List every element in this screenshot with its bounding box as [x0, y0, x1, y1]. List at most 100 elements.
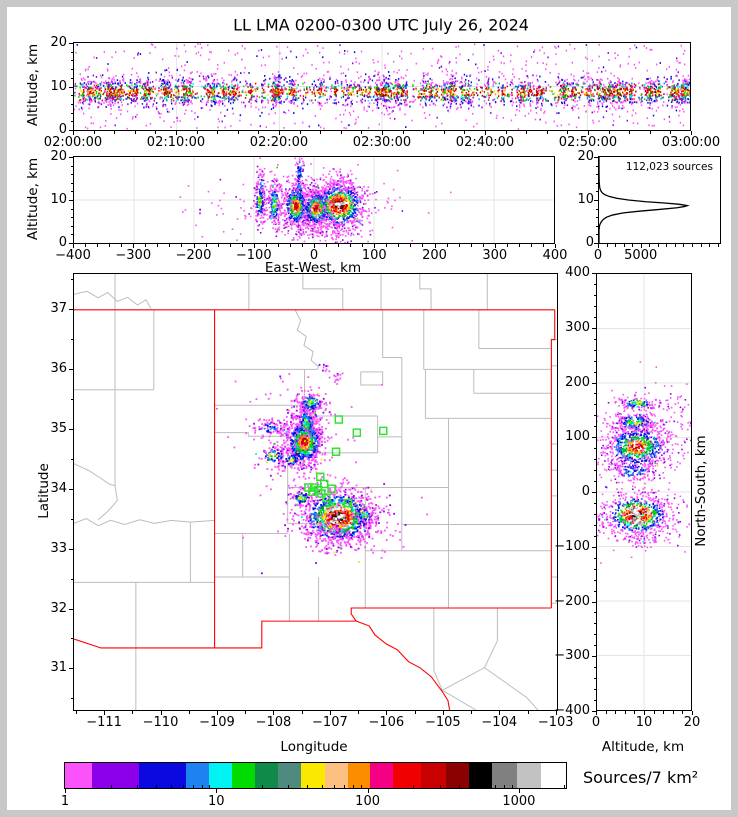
ew-xtick-label: 0 — [309, 248, 319, 263]
map-xtick-label: −107 — [312, 715, 348, 730]
colorbar-minor-tick — [261, 785, 263, 788]
hist-yminortick — [595, 217, 598, 219]
time-xminortick — [670, 131, 672, 134]
colorbar-segment — [445, 763, 469, 788]
ns-yminortick — [593, 579, 596, 581]
map-yminortick — [70, 578, 73, 580]
ew-xminortick — [241, 244, 243, 247]
hist-ytick — [594, 243, 598, 244]
colorbar-segment — [393, 763, 421, 788]
ns-yminortick — [593, 634, 596, 636]
ns-xtick — [692, 711, 693, 715]
time-xminortick — [464, 131, 466, 134]
time-yminortick — [70, 121, 73, 123]
ns-yminortick — [593, 294, 596, 296]
time-xminortick — [93, 131, 95, 134]
ns-yminortick — [593, 678, 596, 680]
ew-ytick-label: 0 — [58, 235, 67, 250]
colorbar-tick-label: 1000 — [502, 794, 536, 809]
map-xtick-label: −108 — [255, 715, 292, 730]
ns-xtick — [644, 711, 645, 715]
time-xtick-label: 02:50:00 — [558, 135, 618, 150]
ew-xminortick — [301, 244, 303, 247]
colorbar-minor-tick — [110, 785, 112, 788]
ew-xminortick — [205, 244, 207, 247]
colorbar-minor-tick — [182, 785, 184, 788]
map-yminortick — [70, 698, 73, 700]
colorbar-minor-tick — [511, 785, 513, 788]
hist-ytick-label: 0 — [585, 235, 594, 250]
ew-xtick — [434, 244, 436, 248]
colorbar-minor-tick — [322, 785, 324, 788]
ns-ytick-label: 100 — [565, 429, 590, 445]
eastwest-altitude-panel — [73, 156, 555, 244]
map-xtick-label: −110 — [142, 715, 179, 730]
map-xtick — [442, 711, 444, 715]
time-xtick-label: 03:00:00 — [661, 135, 721, 150]
altitude-histogram-canvas — [599, 157, 720, 243]
ns-yminortick — [593, 426, 596, 428]
ns-yminortick — [593, 316, 596, 318]
ew-xminortick — [482, 244, 484, 247]
ns-yminortick — [593, 481, 596, 483]
map-ytick — [69, 668, 73, 670]
hist-xminortick — [709, 244, 711, 247]
ns-ytick-label: 300 — [565, 319, 590, 335]
ew-panel-xlabel: East-West, km — [264, 260, 362, 276]
source-count-annotation: 112,023 sources — [625, 161, 713, 173]
time-xminortick — [340, 131, 342, 134]
ew-xtick — [314, 244, 315, 248]
ns-ytick-label: −200 — [554, 593, 590, 609]
ns-ytick — [592, 492, 596, 493]
hist-xtick-label: 5000 — [624, 248, 658, 263]
map-xtick-label: −105 — [424, 715, 461, 730]
time-xminortick — [423, 131, 425, 134]
colorbar-segment — [300, 763, 326, 788]
map-ytick-label: 35 — [50, 420, 67, 436]
colorbar-tick-label: 10 — [208, 794, 225, 809]
map-yminortick — [70, 458, 73, 460]
hist-ytick-label: 10 — [577, 192, 594, 207]
ns-yminortick — [593, 360, 596, 362]
ns-xtick-label: 0 — [591, 715, 601, 730]
ns-ytick — [592, 546, 596, 548]
time-altitude-scatter-canvas — [74, 43, 690, 130]
time-xminortick — [649, 131, 651, 134]
map-ytick-label: 32 — [50, 600, 67, 616]
map-ytick — [69, 368, 73, 370]
ns-xminortick — [682, 711, 684, 714]
time-xtick — [279, 131, 280, 135]
ns-panel-xlabel: Altitude, km — [601, 739, 685, 755]
hist-yminortick — [595, 165, 598, 167]
figure-title: LL LMA 0200-0300 UTC July 26, 2024 — [233, 15, 529, 35]
hist-xminortick — [691, 244, 693, 247]
ew-xtick-label: 400 — [542, 248, 568, 263]
colorbar-segment — [540, 763, 566, 788]
time-xminortick — [258, 131, 260, 134]
time-xminortick — [114, 131, 116, 134]
ew-yminortick — [70, 174, 73, 176]
map-ytick — [69, 608, 73, 610]
time-xminortick — [134, 131, 136, 134]
ew-xminortick — [265, 244, 267, 247]
ew-ytick-label: 10 — [50, 192, 67, 207]
ew-xminortick — [362, 244, 364, 247]
colorbar-segment — [277, 763, 301, 788]
hist-xminortick — [666, 244, 668, 247]
map-ytick — [69, 428, 73, 430]
time-yminortick — [70, 95, 73, 97]
ns-yminortick — [593, 590, 596, 592]
time-yminortick — [70, 60, 73, 62]
ns-xminortick — [615, 711, 617, 714]
ns-ytick — [592, 656, 596, 658]
ew-xminortick — [506, 244, 508, 247]
colorbar-minor-tick — [288, 785, 290, 788]
ew-xminortick — [85, 244, 87, 247]
ns-yminortick — [593, 535, 596, 537]
ew-xtick — [253, 244, 255, 248]
ew-xminortick — [109, 244, 111, 247]
colorbar-segment — [208, 763, 232, 788]
ns-ytick-label: 400 — [565, 265, 590, 280]
colorbar-minor-tick — [137, 785, 139, 788]
